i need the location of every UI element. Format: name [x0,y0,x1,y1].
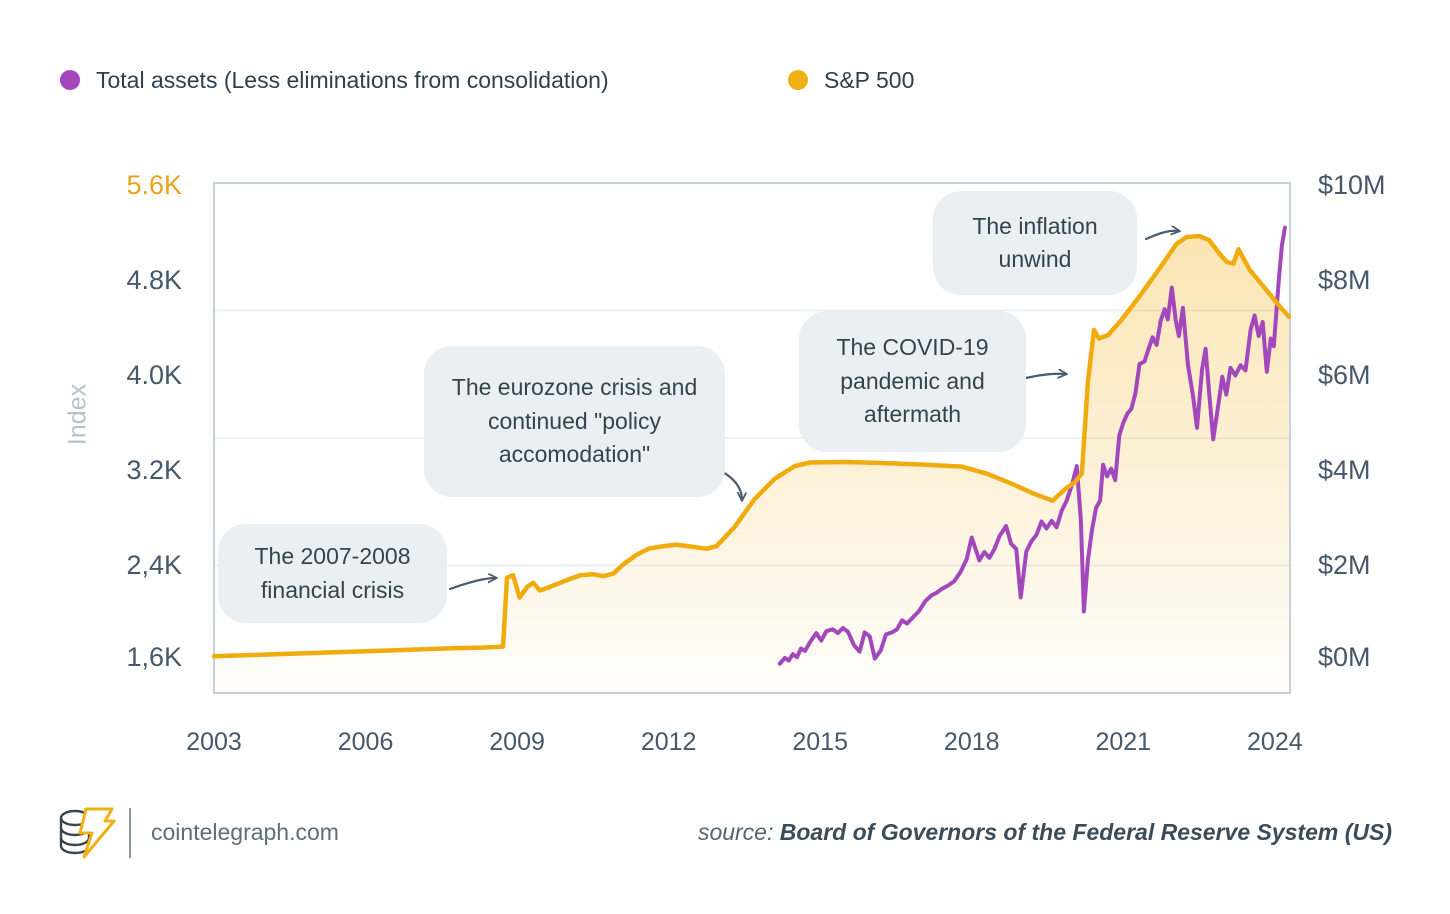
footer-divider [129,808,131,858]
y-axis-right-tick-label: $2M [1318,550,1371,580]
y-axis-right-tick-label: $6M [1318,360,1371,390]
footer-site-text: cointelegraph.com [151,819,339,845]
x-axis-tick-label: 2015 [792,728,848,756]
total-assets-legend-dot-icon [60,70,80,90]
x-axis-tick-label: 2012 [640,728,697,756]
x-axis-tick-label: 2024 [1247,728,1303,756]
footer-source-text: source: Board of Governors of the Federa… [698,819,1392,846]
annotation-financial-crisis-text: The 2007-2008 financial crisis [254,543,411,603]
y-axis-right-tick-label: $10M [1318,170,1386,200]
annotation-inflation-text: The inflation unwind [972,212,1098,272]
annotation-covid: The COVID-19 pandemic and aftermath [799,311,1026,452]
annotation-arrow-inflation [1144,231,1179,241]
x-axis-tick-label: 2021 [1095,728,1152,756]
y-axis-left-tick-label: 5.6K [126,170,182,200]
x-axis-tick-label: 2009 [489,728,545,756]
y-axis-right-tick-label: $8M [1318,265,1371,295]
y-axis-left-tick-label: 4.0K [126,360,182,390]
legend-item-total-assets: Total assets (Less eliminations from con… [60,67,609,93]
sp500-area [214,236,1289,693]
cointelegraph-logo-icon [59,807,116,859]
sp500-legend-dot-icon [788,70,808,90]
footer-source-name: Board of Governors of the Federal Reserv… [779,819,1392,845]
y-axis-left-tick-label: 3.2K [126,455,182,485]
y-axis-right-tick-label: $0M [1318,642,1371,672]
annotation-financial-crisis: The 2007-2008 financial crisis [218,524,447,623]
annotation-eurozone: The eurozone crisis and continued "polic… [424,346,725,497]
legend-label-sp500: S&P 500 [824,66,915,93]
y-axis-left-tick-label: 2,4K [126,550,182,580]
annotation-inflation: The inflation unwind [933,191,1137,295]
total-assets-line [777,225,1287,666]
plot-border [213,182,1291,694]
y-axis-right-tick-label: $4M [1318,455,1371,485]
y-axis-left-tick-label: 1,6K [126,642,182,672]
legend-item-sp500: S&P 500 [788,67,914,93]
sp500-line [211,233,1292,659]
legend-label-total-assets: Total assets (Less eliminations from con… [96,66,609,93]
x-axis-tick-label: 2018 [943,728,1000,756]
annotation-arrow-financial-crisis [448,578,496,591]
footer-source-prefix: source: [697,819,780,845]
annotation-covid-text: The COVID-19 pandemic and aftermath [836,334,989,428]
x-axis-tick-label: 2006 [337,728,394,756]
y-axis-left-tick-label: 4.8K [126,265,182,295]
x-axis-tick-label: 2003 [186,728,242,756]
annotation-eurozone-text: The eurozone crisis and continued "polic… [451,374,698,468]
